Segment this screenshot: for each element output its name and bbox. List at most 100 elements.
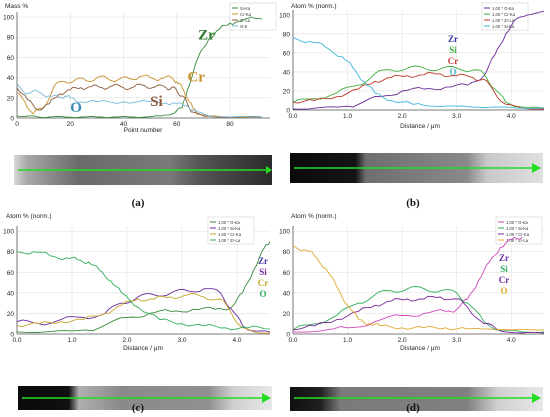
- series-line-cr: [292, 72, 545, 110]
- y-tick-label: 100: [3, 15, 14, 22]
- panel-a: 0 20 40 60 80 100 0 20 40 60 80 Mass % Point number S…: [3, 2, 277, 134]
- y-tick-label: 0: [10, 116, 14, 123]
- legend-entry: 1.00 * Zr-La: [218, 238, 241, 243]
- y-tick-label: 60: [283, 270, 291, 277]
- legend-entry: 1.00 * Si-Ka: [492, 24, 515, 29]
- x-tick-label: 3.0: [452, 337, 461, 344]
- panel-label-a: (a): [132, 197, 145, 209]
- legend-entry: 1.00 * O-Ka: [506, 220, 529, 225]
- x-tick-label: 0.0: [12, 337, 21, 344]
- element-annotation-si: Si: [500, 264, 508, 274]
- panel-label-d: (d): [406, 402, 420, 414]
- element-annotation-cr: Cr: [448, 56, 459, 66]
- series-line-si: [292, 65, 545, 109]
- legend: 1.00 * O-Ka1.00 * Si-Ka1.00 * Cr-Ka1.00 …: [207, 216, 255, 245]
- sem-strip-b: [290, 153, 543, 183]
- series-line-o: [292, 37, 545, 110]
- y-axis-label: Atom % (norm.): [291, 3, 337, 10]
- x-axis-label: Distance / μm: [123, 345, 163, 352]
- element-annotation-si: Si: [449, 45, 457, 55]
- x-tick-label: 4.0: [507, 337, 516, 344]
- y-tick-label: 40: [7, 290, 15, 297]
- sem-strip-a: [14, 155, 272, 185]
- x-tick-label: 2.0: [398, 113, 407, 120]
- series-line-zr: [16, 16, 263, 119]
- y-tick-label: 80: [283, 249, 291, 256]
- y-tick-label: 40: [7, 75, 15, 82]
- sem-strip-d: [290, 387, 543, 411]
- legend-entry: 1.00 * Cr-Ka: [492, 12, 516, 17]
- y-tick-label: 80: [7, 35, 15, 42]
- element-annotation-zr: Zr: [499, 253, 509, 263]
- y-axis-label: Atom % (norm.): [291, 213, 337, 220]
- y-tick-label: 100: [279, 12, 290, 19]
- series-line-zr: [292, 236, 523, 333]
- panel-label-b: (b): [406, 197, 420, 209]
- x-tick-label: 1.0: [343, 113, 352, 120]
- element-annotation-zr: Zr: [198, 27, 215, 43]
- y-tick-label: 0: [286, 108, 290, 115]
- x-tick-label: 2.0: [398, 337, 407, 344]
- y-tick-label: 60: [7, 55, 15, 62]
- series-line-o: [16, 83, 263, 118]
- element-annotation-o: O: [500, 286, 507, 296]
- legend-entry: 1.00 * O-Ka: [218, 220, 241, 225]
- element-annotation-o: O: [449, 67, 456, 77]
- series-line-o: [16, 251, 271, 331]
- panel-b: 0 20 40 60 80 100 0.0 1.0 2.0 3.0 4.0 Atom % (norm.…: [279, 2, 545, 130]
- element-annotation-si: Si: [259, 267, 267, 277]
- legend-entry: 1.00 * Zr-La: [506, 238, 529, 243]
- series-line-cr: [292, 295, 545, 334]
- element-annotation-cr: Cr: [258, 278, 269, 288]
- legend-entry: 1.00 * Si-Ka: [506, 226, 529, 231]
- sem-strip-c: [18, 386, 272, 410]
- x-tick-label: 3.0: [452, 113, 461, 120]
- y-tick-label: 20: [283, 311, 291, 318]
- x-tick-label: 40: [120, 121, 128, 128]
- element-annotation-o: O: [259, 289, 266, 299]
- series-line-zr: [292, 10, 545, 110]
- x-tick-label: 0.0: [288, 113, 297, 120]
- x-tick-label: 2.0: [122, 337, 131, 344]
- y-tick-label: 100: [279, 229, 290, 236]
- x-axis-label: Distance / μm: [400, 345, 440, 352]
- element-annotation-zr: Zr: [448, 34, 458, 44]
- element-annotation-zr: Zr: [258, 256, 268, 266]
- y-axis-label: Atom % (norm.): [6, 213, 52, 220]
- series-line-zr: [16, 241, 271, 333]
- y-tick-label: 40: [283, 290, 291, 297]
- x-tick-label: 0: [15, 121, 19, 128]
- y-tick-label: 40: [283, 69, 291, 76]
- element-annotation-si: Si: [150, 94, 163, 110]
- legend-entry: Si-Ka: [240, 6, 251, 11]
- x-tick-label: 4.0: [507, 113, 516, 120]
- x-tick-label: 4.0: [232, 337, 241, 344]
- element-annotation-cr: Cr: [499, 275, 510, 285]
- y-tick-label: 0: [10, 332, 14, 339]
- legend-entry: 1.00 * Cr-Ka: [218, 232, 242, 237]
- series-line-si: [16, 83, 263, 118]
- x-tick-label: 60: [173, 121, 181, 128]
- y-axis-label: Mass %: [5, 3, 28, 10]
- y-tick-label: 0: [286, 332, 290, 339]
- x-tick-label: 80: [226, 121, 234, 128]
- panel-c: 0 20 40 60 80 100 0.0 1.0 2.0 3.0 4.0 Atom % (norm.…: [3, 213, 271, 352]
- legend-entry: 1.00 * Zr-La: [492, 18, 515, 23]
- series-line-o: [292, 245, 545, 331]
- legend: 1.00 * O-Ka1.00 * Si-Ka1.00 * Cr-Ka1.00 …: [495, 216, 543, 245]
- panel-label-c: (c): [132, 402, 145, 414]
- legend-entry: 1.00 * O-Ka: [492, 6, 515, 11]
- x-tick-label: 3.0: [177, 337, 186, 344]
- legend-entry: Zr-La: [240, 18, 251, 23]
- series-line-si: [16, 288, 271, 333]
- legend: 1.00 * O-Ka1.00 * Cr-Ka1.00 * Zr-La1.00 …: [481, 2, 529, 31]
- x-axis-label: Distance / μm: [400, 123, 440, 130]
- y-tick-label: 60: [283, 50, 291, 57]
- element-annotation-o: O: [70, 100, 82, 116]
- legend-entry: 1.00 * Si-Ka: [218, 226, 241, 231]
- legend-entry: 1.00 * Cr-Ka: [506, 232, 530, 237]
- legend-entry: Cr-Ka: [240, 12, 252, 17]
- x-tick-label: 1.0: [67, 337, 76, 344]
